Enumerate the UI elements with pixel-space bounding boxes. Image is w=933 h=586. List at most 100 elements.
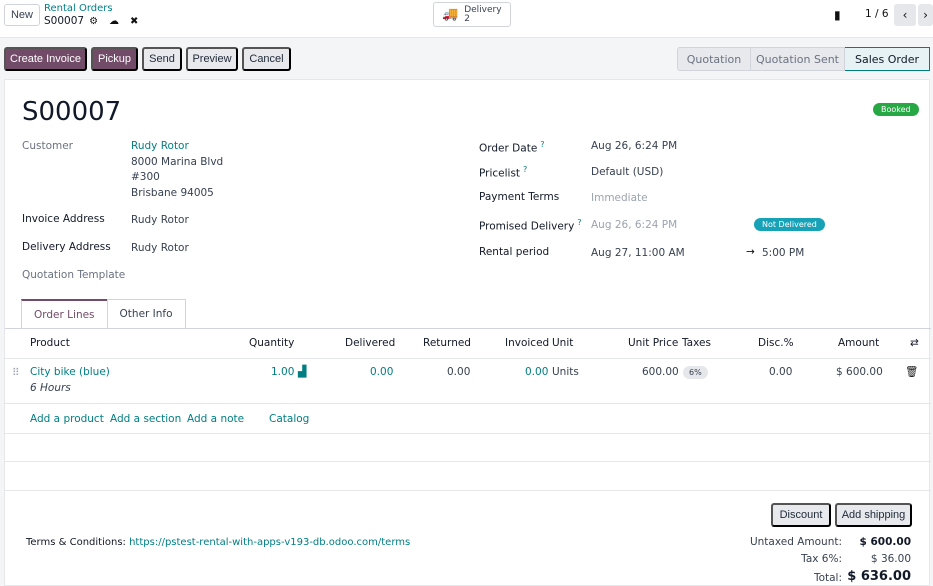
pager-value[interactable]: 1 / 6: [865, 8, 889, 20]
help-icon[interactable]: ?: [540, 140, 545, 149]
promised-delivery-label: Promised Delivery?: [479, 218, 582, 233]
payment-terms-field[interactable]: Immediate: [591, 192, 648, 204]
promised-delivery-field[interactable]: Aug 26, 6:24 PM: [591, 219, 678, 231]
tax-badge[interactable]: 6%: [683, 366, 708, 379]
preview-button[interactable]: Preview: [186, 47, 238, 71]
terms-conditions: Terms & Conditions: https://pstest-renta…: [26, 537, 410, 548]
divider: [5, 433, 931, 434]
status-badge: Booked: [873, 103, 919, 116]
send-button[interactable]: Send: [142, 47, 182, 71]
tab-order-lines[interactable]: Order Lines: [21, 299, 108, 328]
discard-icon[interactable]: ✖: [130, 15, 139, 27]
rental-start-field[interactable]: Aug 27, 11:00 AM: [591, 247, 685, 259]
returned-cell[interactable]: 0.00: [447, 366, 471, 378]
customer-field[interactable]: Rudy Rotor: [131, 140, 189, 152]
catalog-link[interactable]: Catalog: [269, 413, 310, 425]
total-label: Total:: [813, 572, 842, 584]
column-header-amount[interactable]: Amount: [838, 337, 880, 349]
pricelist-label: Pricelist?: [479, 165, 528, 180]
arrow-right-icon: →: [746, 246, 755, 258]
page-title: S00007: [22, 97, 122, 127]
untaxed-amount-value: $ 600.00: [859, 536, 911, 548]
add-note-link[interactable]: Add a note: [187, 413, 245, 425]
notebook-tabs: Order Lines Other Info: [21, 299, 186, 328]
pager-previous-button[interactable]: ‹: [894, 4, 916, 26]
pricelist-field[interactable]: Default (USD): [591, 166, 664, 178]
cancel-button[interactable]: Cancel: [242, 47, 291, 71]
invoiced-cell: 0.00: [525, 366, 549, 378]
order-date-field[interactable]: Aug 26, 6:24 PM: [591, 140, 678, 152]
discount-button[interactable]: Discount: [771, 503, 831, 527]
pager-next-button[interactable]: ›: [918, 4, 933, 26]
gear-icon[interactable]: ⚙: [89, 15, 99, 27]
cloud-save-icon[interactable]: ☁: [109, 15, 120, 27]
column-settings-icon[interactable]: ⇄: [910, 337, 919, 349]
unit-price-cell[interactable]: 600.00: [642, 366, 679, 378]
order-date-label: Order Date?: [479, 140, 545, 155]
stage-quotation[interactable]: Quotation: [677, 47, 751, 71]
new-button[interactable]: New: [4, 4, 40, 26]
divider: [5, 328, 931, 329]
form-sheet: S00007 Booked Customer Rudy Rotor 8000 M…: [4, 79, 931, 586]
delivered-cell[interactable]: 0.00: [370, 366, 394, 378]
help-icon[interactable]: ?: [577, 218, 582, 227]
column-header-invoiced[interactable]: Invoiced: [505, 337, 550, 349]
forecast-chart-icon[interactable]: ▟: [298, 365, 307, 378]
add-product-link[interactable]: Add a product: [30, 413, 104, 425]
add-shipping-button[interactable]: Add shipping: [835, 503, 912, 527]
add-section-link[interactable]: Add a section: [110, 413, 182, 425]
column-header-product[interactable]: Product: [30, 337, 70, 349]
column-header-returned[interactable]: Returned: [423, 337, 471, 349]
total-value: $ 636.00: [847, 569, 911, 584]
action-bar: Create Invoice Pickup Send Preview Cance…: [0, 41, 933, 77]
trash-icon[interactable]: 🗑: [905, 366, 919, 378]
invoice-address-label: Invoice Address: [22, 213, 105, 225]
create-invoice-button[interactable]: Create Invoice: [4, 47, 87, 71]
column-header-quantity[interactable]: Quantity: [249, 337, 295, 349]
tab-other-info[interactable]: Other Info: [106, 299, 186, 328]
breadcrumb-current-label: S00007: [44, 15, 85, 27]
stage-quotation-sent[interactable]: Quotation Sent: [751, 47, 845, 71]
delivery-label: Delivery: [464, 4, 502, 15]
quotation-template-label: Quotation Template: [22, 269, 126, 281]
terms-link[interactable]: https://pstest-rental-with-apps-v193-db.…: [129, 537, 411, 548]
breadcrumb-parent[interactable]: Rental Orders: [44, 3, 113, 14]
column-header-disc[interactable]: Disc.%: [758, 337, 794, 349]
customer-address-line: 8000 Marina Blvd: [131, 156, 224, 168]
bookmark-icon[interactable]: ▮: [834, 8, 841, 22]
delivery-count: 2: [464, 13, 470, 24]
top-bar: New Rental Orders S00007 ⚙ ☁ ✖ 🚚 Deliver…: [0, 0, 933, 38]
description-cell[interactable]: 6 Hours: [30, 382, 71, 394]
column-header-unit-price[interactable]: Unit Price: [628, 337, 679, 349]
customer-address-line: Brisbane 94005: [131, 187, 214, 199]
rental-end-field[interactable]: 5:00 PM: [762, 247, 805, 259]
delivery-smart-button[interactable]: 🚚 Delivery 2: [433, 2, 511, 27]
pickup-button[interactable]: Pickup: [91, 47, 138, 71]
column-header-delivered[interactable]: Delivered: [345, 337, 396, 349]
terms-label: Terms & Conditions:: [26, 537, 126, 548]
divider: [5, 461, 931, 462]
column-header-taxes[interactable]: Taxes: [682, 337, 711, 349]
delivery-status-badge: Not Delivered: [754, 218, 825, 231]
tax-label: Tax 6%:: [801, 553, 842, 565]
invoice-address-field[interactable]: Rudy Rotor: [131, 214, 189, 226]
help-icon[interactable]: ?: [523, 165, 528, 174]
chevron-left-icon: ‹: [902, 8, 908, 22]
product-cell[interactable]: City bike (blue): [30, 366, 110, 378]
quantity-cell[interactable]: 1.00: [271, 366, 295, 378]
column-header-unit[interactable]: Unit: [552, 337, 574, 349]
drag-handle-icon[interactable]: ⠿: [12, 367, 20, 379]
customer-label: Customer: [22, 140, 74, 152]
divider: [5, 490, 931, 491]
unit-cell[interactable]: Units: [552, 366, 579, 378]
breadcrumb-current: S00007 ⚙ ☁ ✖: [44, 15, 138, 27]
stage-sales-order[interactable]: Sales Order: [845, 47, 930, 71]
customer-address-line: #300: [131, 171, 160, 183]
delivery-address-label: Delivery Address: [22, 241, 111, 253]
status-bar: Quotation Quotation Sent Sales Order: [677, 47, 930, 71]
discount-cell[interactable]: 0.00: [769, 366, 793, 378]
delivery-address-field[interactable]: Rudy Rotor: [131, 242, 189, 254]
untaxed-amount-label: Untaxed Amount:: [749, 536, 842, 548]
amount-cell: $ 600.00: [836, 366, 883, 378]
divider: [5, 358, 931, 359]
